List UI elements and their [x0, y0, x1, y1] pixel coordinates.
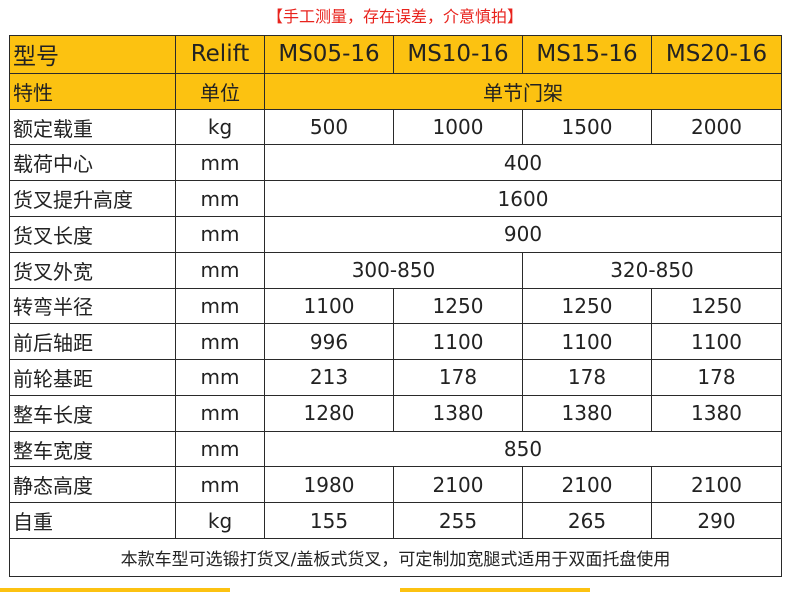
table-cell: 1000	[393, 108, 523, 146]
decorative-strip	[0, 588, 230, 592]
table-cell: 213	[264, 359, 394, 396]
table-row: 前后轴距 mm 996 1100 1100 1100	[9, 323, 782, 361]
table-row: 货叉外宽 mm 300-850 320-850	[9, 251, 782, 289]
row-label: 自重	[9, 502, 176, 539]
table-row: 整车长度 mm 1280 1380 1380 1380	[9, 394, 782, 432]
table-row: 自重 kg 155 255 265 290	[9, 502, 782, 539]
row-unit: kg	[175, 502, 265, 539]
row-unit: mm	[175, 430, 265, 468]
model-header-row: 型号 Relift MS05-16 MS10-16 MS15-16 MS20-1…	[9, 35, 782, 74]
row-label: 货叉长度	[9, 215, 176, 253]
table-cell: 900	[264, 215, 782, 253]
row-label: 载荷中心	[9, 144, 176, 182]
table-cell: 1280	[264, 394, 394, 432]
table-cell: 1250	[651, 287, 782, 325]
table-row: 额定载重 kg 500 1000 1500 2000	[9, 108, 782, 146]
table-cell: 850	[264, 430, 782, 468]
table-cell: 1500	[522, 108, 652, 146]
table-cell: 2100	[393, 466, 523, 504]
row-label: 静态高度	[9, 466, 176, 504]
table-cell: 2000	[651, 108, 782, 146]
measurement-notice: 【手工测量，存在误差，介意慎拍】	[266, 7, 523, 26]
table-cell: 300-850	[264, 251, 523, 289]
table-cell: 996	[264, 323, 394, 361]
row-label: 前后轴距	[9, 323, 176, 361]
table-cell: 2100	[522, 466, 652, 504]
table-cell: 1100	[393, 323, 523, 361]
table-cell: 178	[651, 359, 782, 396]
table-row: 转弯半径 mm 1100 1250 1250 1250	[9, 287, 782, 325]
brand-name: Relift	[175, 35, 265, 74]
table-cell: 320-850	[522, 251, 782, 289]
feature-label: 特性	[9, 72, 176, 110]
table-cell: 500	[264, 108, 394, 146]
row-label: 货叉外宽	[9, 251, 176, 289]
row-unit: mm	[175, 251, 265, 289]
row-unit: mm	[175, 287, 265, 325]
model-label: 型号	[9, 35, 176, 74]
model-ms15: MS15-16	[522, 35, 652, 74]
feature-header-row: 特性 单位 单节门架	[9, 72, 782, 110]
table-row: 前轮基距 mm 213 178 178 178	[9, 359, 782, 396]
table-cell: 1380	[651, 394, 782, 432]
model-ms20: MS20-16	[651, 35, 782, 74]
mast-type: 单节门架	[264, 72, 782, 110]
table-cell: 1100	[522, 323, 652, 361]
table-cell: 265	[522, 502, 652, 539]
table-cell: 1380	[393, 394, 523, 432]
table-row: 货叉长度 mm 900	[9, 215, 782, 253]
row-label: 整车长度	[9, 394, 176, 432]
decorative-strip	[400, 588, 590, 592]
row-unit: mm	[175, 215, 265, 253]
table-row: 整车宽度 mm 850	[9, 430, 782, 468]
row-unit: mm	[175, 359, 265, 396]
row-unit: mm	[175, 466, 265, 504]
unit-label: 单位	[175, 72, 265, 110]
table-row: 货叉提升高度 mm 1600	[9, 180, 782, 217]
table-cell: 178	[522, 359, 652, 396]
table-cell: 178	[393, 359, 523, 396]
row-unit: mm	[175, 180, 265, 217]
table-cell: 1250	[393, 287, 523, 325]
footer-note: 本款车型可选锻打货叉/盖板式货叉，可定制加宽腿式适用于双面托盘使用	[9, 537, 782, 578]
model-ms10: MS10-16	[393, 35, 523, 74]
row-label: 额定载重	[9, 108, 176, 146]
row-label: 整车宽度	[9, 430, 176, 468]
spec-table: 型号 Relift MS05-16 MS10-16 MS15-16 MS20-1…	[9, 35, 782, 578]
row-label: 转弯半径	[9, 287, 176, 325]
row-label: 货叉提升高度	[9, 180, 176, 217]
table-cell: 1100	[651, 323, 782, 361]
footer-row: 本款车型可选锻打货叉/盖板式货叉，可定制加宽腿式适用于双面托盘使用	[9, 537, 782, 578]
row-unit: mm	[175, 144, 265, 182]
row-unit: mm	[175, 394, 265, 432]
model-ms05: MS05-16	[264, 35, 394, 74]
row-label: 前轮基距	[9, 359, 176, 396]
table-cell: 290	[651, 502, 782, 539]
table-cell: 1380	[522, 394, 652, 432]
table-row: 静态高度 mm 1980 2100 2100 2100	[9, 466, 782, 504]
row-unit: mm	[175, 323, 265, 361]
table-cell: 400	[264, 144, 782, 182]
table-cell: 1980	[264, 466, 394, 504]
table-cell: 2100	[651, 466, 782, 504]
table-cell: 1250	[522, 287, 652, 325]
table-cell: 1600	[264, 180, 782, 217]
row-unit: kg	[175, 108, 265, 146]
table-cell: 1100	[264, 287, 394, 325]
table-cell: 155	[264, 502, 394, 539]
table-cell: 255	[393, 502, 523, 539]
table-row: 载荷中心 mm 400	[9, 144, 782, 182]
